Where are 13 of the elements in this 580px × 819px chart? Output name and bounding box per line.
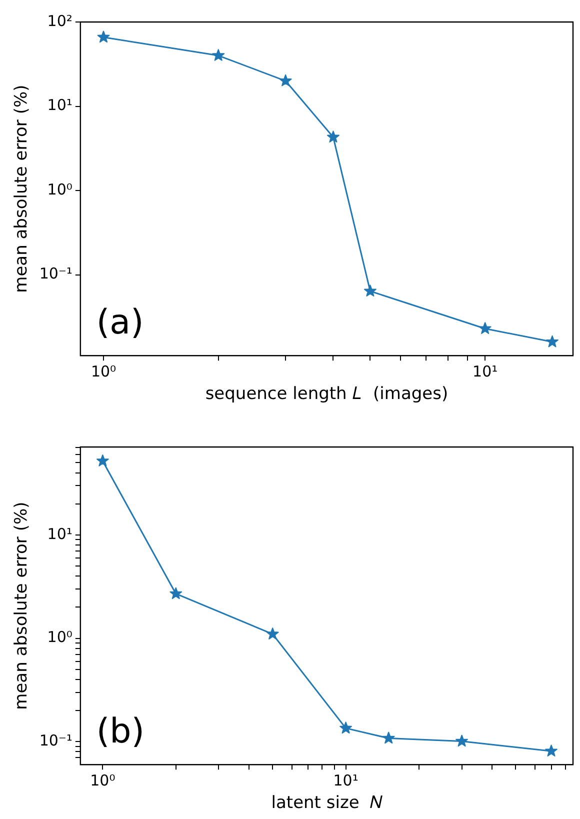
annotation: (b) [96,712,145,752]
y-tick-label: 10⁻¹ [39,264,72,283]
y-tick-label: 10⁻¹ [39,732,72,750]
y-axis-title: mean absolute error (%) [12,502,32,710]
x-axis-title: latent size 𝑁 [271,793,384,814]
x-axis-title: sequence length 𝐿 (images) [205,384,448,404]
y-tick-label: 10⁰ [47,180,72,198]
y-tick-label: 10¹ [47,524,72,543]
annotation: (a) [96,302,144,343]
y-axis-title: mean absolute error (%) [12,84,32,293]
y-tick-label: 10⁰ [47,628,72,646]
y-tick-label: 10² [47,12,72,30]
y-tick-label: 10¹ [47,96,72,114]
